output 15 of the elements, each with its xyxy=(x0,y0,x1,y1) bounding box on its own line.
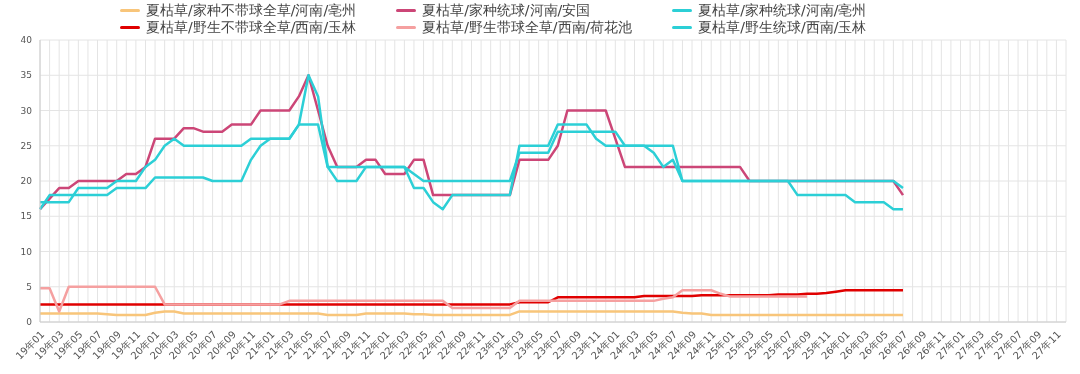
y-tick-label: 0 xyxy=(26,317,33,328)
y-tick-label: 15 xyxy=(20,211,32,222)
y-tick-label: 20 xyxy=(20,176,33,187)
legend-label: 夏枯草/家种统球/河南/亳州 xyxy=(698,2,867,19)
y-tick-label: 30 xyxy=(20,105,33,116)
legend-label: 夏枯草/野生带球全草/西南/荷花池 xyxy=(422,19,633,36)
y-tick-label: 25 xyxy=(20,140,32,151)
legend-label: 夏枯草/野生统球/西南/玉林 xyxy=(698,19,867,36)
y-tick-label: 10 xyxy=(20,246,33,257)
y-tick-label: 5 xyxy=(26,281,32,292)
legend-label: 夏枯草/家种不带球全草/河南/亳州 xyxy=(146,2,357,19)
y-tick-label: 40 xyxy=(20,35,33,46)
y-tick-label: 35 xyxy=(20,70,32,81)
legend-label: 夏枯草/家种统球/河南/安国 xyxy=(422,2,591,19)
legend-label: 夏枯草/野生不带球全草/西南/玉林 xyxy=(146,19,357,36)
